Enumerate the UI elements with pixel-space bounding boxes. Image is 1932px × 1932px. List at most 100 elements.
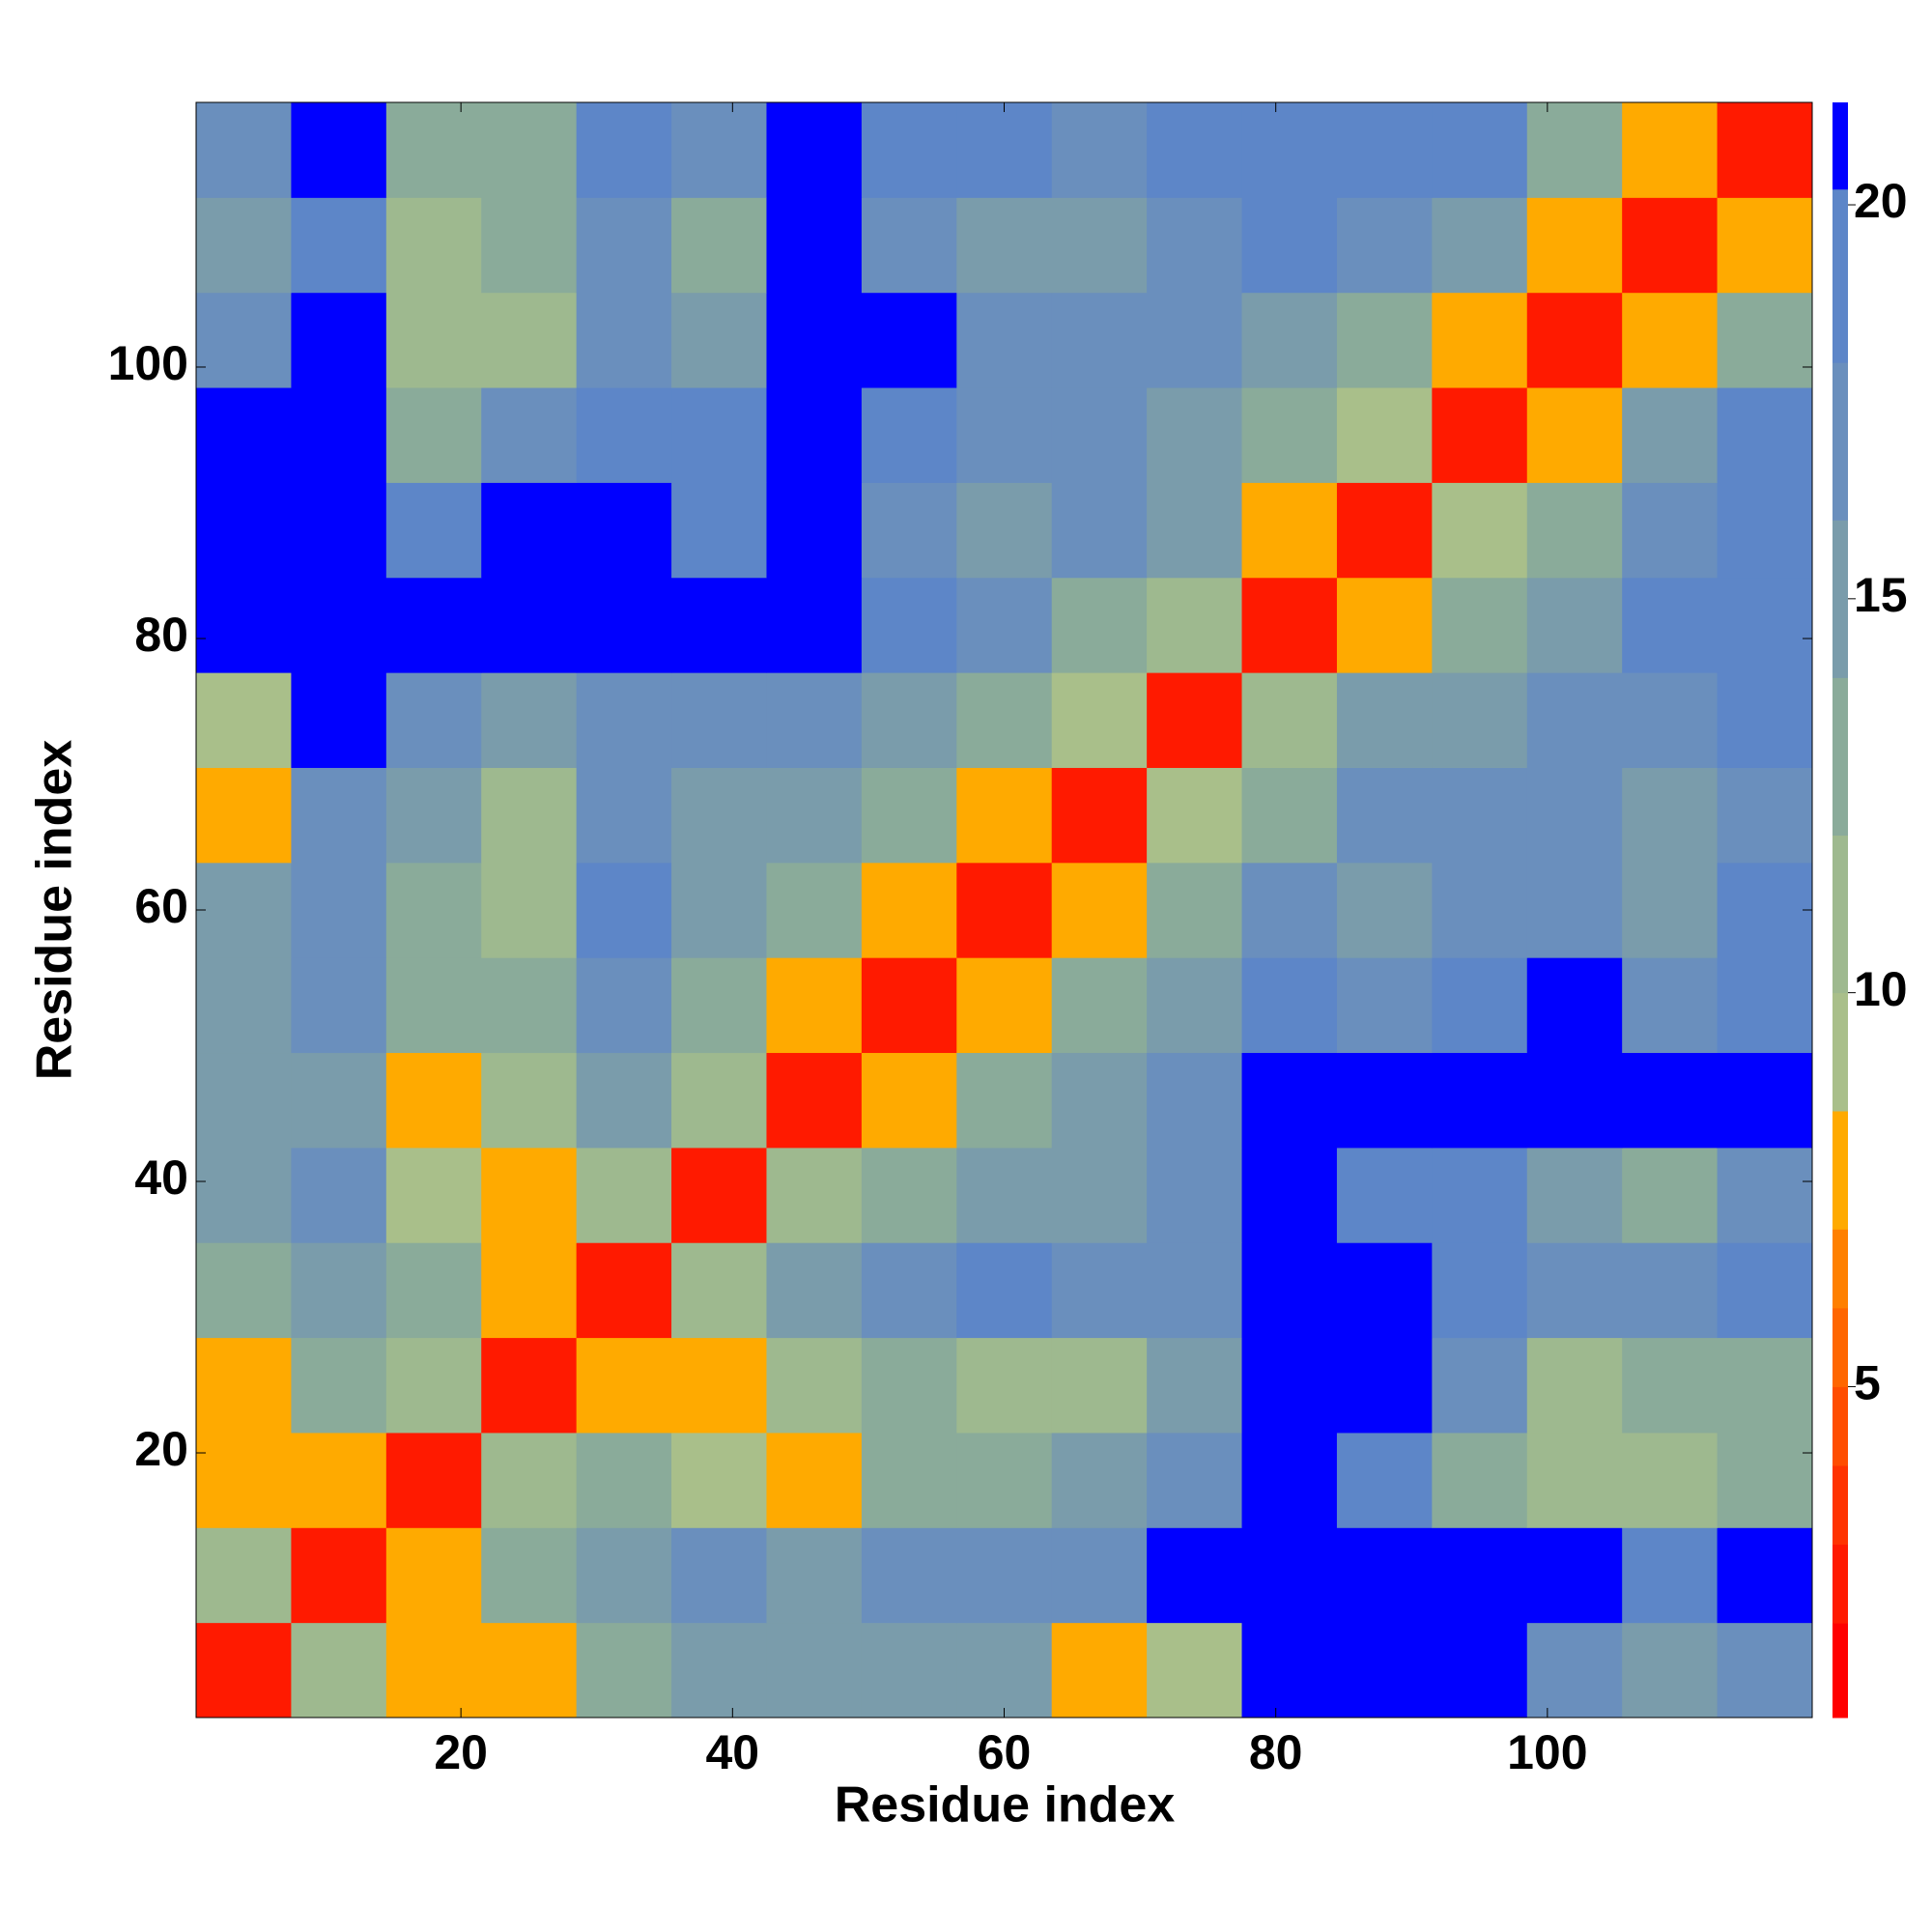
heat-cell [956,1527,1053,1624]
heat-cell [1622,197,1719,294]
heat-cell [576,672,672,768]
heat-cell [861,862,957,958]
heat-cell [956,1242,1053,1339]
heat-cell [1241,102,1338,198]
heat-cell [956,767,1053,864]
heat-cell [956,102,1053,198]
heat-cell [1622,482,1719,579]
heat-cell [1622,957,1719,1054]
heat-cell [1051,1432,1148,1528]
heat-cell [1051,1147,1148,1243]
heat-cell [671,1052,767,1149]
heat-cell [291,957,387,1054]
heat-cell [766,957,863,1054]
heat-cell [1432,1337,1528,1434]
heat-cell [1147,1527,1243,1624]
heat-cell [1147,1337,1243,1434]
heat-cell [1717,1432,1813,1528]
heat-cell [1622,387,1719,483]
heat-cell [861,387,957,483]
heat-cell [956,482,1053,579]
heat-cell [291,1527,387,1624]
heat-cell [1717,1622,1813,1719]
heat-cell [196,672,292,768]
heat-cell [481,767,578,864]
heat-cell [671,957,767,1054]
heat-cell [1241,1242,1338,1339]
heat-cell [766,1527,863,1624]
heat-cell [956,672,1053,768]
heat-cell [291,102,387,198]
heat-cell [956,1432,1053,1528]
heat-cell [1336,1337,1433,1434]
heat-cell [385,672,482,768]
heat-cell [861,482,957,579]
heat-cell [1336,1147,1433,1243]
heat-cell [766,1052,863,1149]
heat-cell [481,1242,578,1339]
heat-cell [1432,957,1528,1054]
heat-cell [1432,1147,1528,1243]
heat-cell [196,957,292,1054]
colorbar-segment [1833,992,1848,1112]
heat-cell [1336,1052,1433,1149]
heat-cell [1336,1432,1433,1528]
heat-cell [671,577,767,673]
x-axis-title: Residue index [835,1777,1176,1833]
heat-cell [766,292,863,388]
heat-cell [1051,672,1148,768]
heat-cell [1336,577,1433,673]
heat-cell [1526,1622,1623,1719]
heat-cell [196,767,292,864]
heat-cell [1432,577,1528,673]
heat-cell [481,292,578,388]
heat-cell [1622,1527,1719,1624]
heat-cell [1622,1622,1719,1719]
heat-cell [1526,1527,1623,1624]
heat-cell [1241,577,1338,673]
heat-cell [861,1052,957,1149]
heat-cell [1336,1622,1433,1719]
heat-cell [385,102,482,198]
heat-cell [576,292,672,388]
heat-cell [766,577,863,673]
heat-cell [1432,387,1528,483]
heat-cell [1336,767,1433,864]
heat-cell [196,387,292,483]
heat-cell [1051,577,1148,673]
heat-cell [1717,767,1813,864]
heat-cell [1717,1052,1813,1149]
heat-cell [1051,197,1148,294]
heat-cell [1051,957,1148,1054]
heat-cell [1241,1527,1338,1624]
heat-cell [481,1147,578,1243]
heat-cell [671,672,767,768]
heat-cell [1622,577,1719,673]
heat-cell [1526,292,1623,388]
heat-cell [1622,1337,1719,1434]
colorbar-tick-label: 5 [1854,1356,1881,1410]
heat-cell [1147,862,1243,958]
heat-cell [291,1622,387,1719]
heat-cell [766,1622,863,1719]
heat-cell [671,482,767,579]
heat-cell [1147,957,1243,1054]
heat-cell [385,957,482,1054]
y-tick-label: 80 [134,608,188,662]
heat-cell [1241,1432,1338,1528]
heat-cell [576,1622,672,1719]
heat-cell [1336,197,1433,294]
heat-cell [385,1147,482,1243]
heat-cell [481,1432,578,1528]
heat-cell [1241,1052,1338,1149]
heat-cell [671,1147,767,1243]
heat-cell [671,1622,767,1719]
heat-cell [1147,387,1243,483]
colorbar-segment [1833,1229,1848,1309]
y-axis-title: Residue index [27,740,83,1081]
heat-cell [196,1527,292,1624]
heat-cell [1241,1337,1338,1434]
heat-cell [481,862,578,958]
heat-cell [766,1337,863,1434]
heat-cell [1717,957,1813,1054]
